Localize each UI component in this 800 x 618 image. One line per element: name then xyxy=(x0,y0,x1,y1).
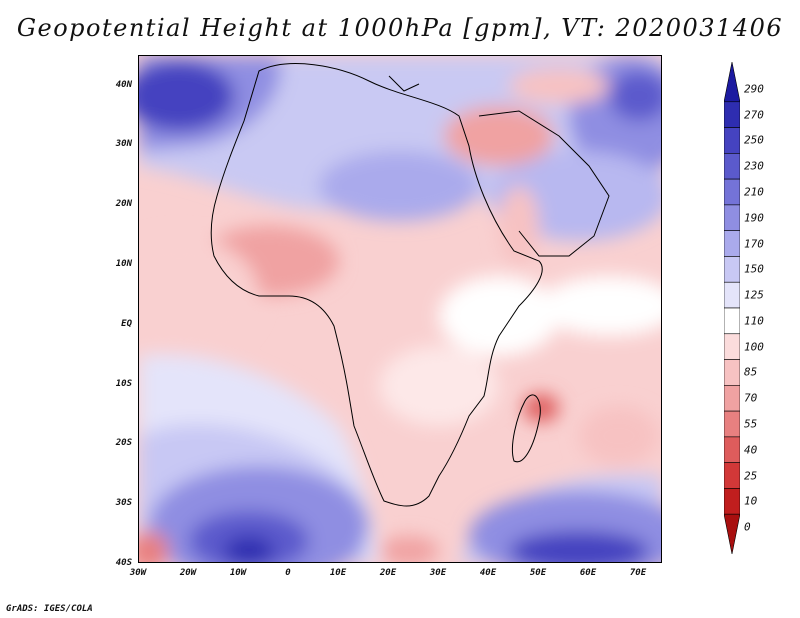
lat-label-40s: 40S xyxy=(115,558,132,568)
colorbar-segment xyxy=(724,256,740,283)
lon-label-0: 0 xyxy=(285,568,291,578)
lon-label-20w: 20W xyxy=(179,568,197,578)
colorbar-segment xyxy=(724,359,740,386)
colorbar-label: 100 xyxy=(744,340,764,354)
lat-label-20s: 20S xyxy=(115,438,132,448)
colorbar-label: 0 xyxy=(744,520,751,534)
colorbar-segment xyxy=(724,436,740,463)
colorbar-label: 25 xyxy=(744,469,758,483)
colorbar-segment xyxy=(724,230,740,257)
colorbar-label: 190 xyxy=(744,211,764,225)
colorbar-label: 210 xyxy=(744,185,764,199)
colorbar-label: 250 xyxy=(744,133,764,147)
colorbar-label: 170 xyxy=(744,237,764,251)
colorbar-segment xyxy=(724,488,740,515)
colorbar-segment xyxy=(724,153,740,180)
colorbar-segment xyxy=(724,281,740,309)
colorbar-segment xyxy=(724,307,740,335)
grads-credit: GrADS: IGES/COLA xyxy=(6,604,93,614)
lat-label-30n: 30N xyxy=(115,139,132,149)
colorbar-label: 85 xyxy=(744,365,758,379)
colorbar-segment xyxy=(724,178,740,206)
colorbar-label: 70 xyxy=(744,391,758,405)
colorbar-label: 125 xyxy=(744,288,764,302)
lon-label-30w: 30W xyxy=(129,568,147,578)
colorbar-segment xyxy=(724,101,740,128)
lon-label-30e: 30E xyxy=(429,568,447,578)
lat-label-10n: 10N xyxy=(115,259,132,269)
lon-label-20e: 20E xyxy=(379,568,397,578)
colorbar-segment xyxy=(724,385,740,412)
colorbar-label: 230 xyxy=(744,159,764,173)
lat-label-40n: 40N xyxy=(115,80,132,90)
colorbar-label: 270 xyxy=(744,108,764,122)
colorbar-label: 40 xyxy=(744,443,758,457)
lon-label-60e: 60E xyxy=(579,568,597,578)
colorbar xyxy=(724,62,740,554)
lat-label-10s: 10S xyxy=(115,379,132,389)
height-field xyxy=(139,56,661,562)
lon-label-50e: 50E xyxy=(529,568,547,578)
lat-label-20n: 20N xyxy=(115,199,132,209)
colorbar-label: 55 xyxy=(744,417,758,431)
coastlines xyxy=(210,63,610,507)
colorbar-segment xyxy=(724,513,740,554)
lon-label-10w: 10W xyxy=(229,568,247,578)
colorbar-segment xyxy=(724,410,740,438)
lon-label-10e: 10E xyxy=(329,568,347,578)
colorbar-label: 10 xyxy=(744,494,758,508)
colorbar-segment xyxy=(724,127,740,154)
lon-label-70e: 70E xyxy=(629,568,647,578)
chart-title: Geopotential Height at 1000hPa [gpm], VT… xyxy=(16,14,784,42)
map-panel xyxy=(138,55,662,563)
colorbar-segment xyxy=(724,204,740,231)
lon-label-40e: 40E xyxy=(479,568,497,578)
colorbar-label: 150 xyxy=(744,262,764,276)
map-canvas xyxy=(139,56,661,562)
colorbar-label: 290 xyxy=(744,82,764,96)
lat-label-eq: EQ xyxy=(121,319,132,329)
lat-label-30s: 30S xyxy=(115,498,132,508)
colorbar-segment xyxy=(724,333,740,360)
colorbar-label: 110 xyxy=(744,314,764,328)
colorbar-segment xyxy=(724,462,740,489)
colorbar-segment xyxy=(724,62,740,103)
